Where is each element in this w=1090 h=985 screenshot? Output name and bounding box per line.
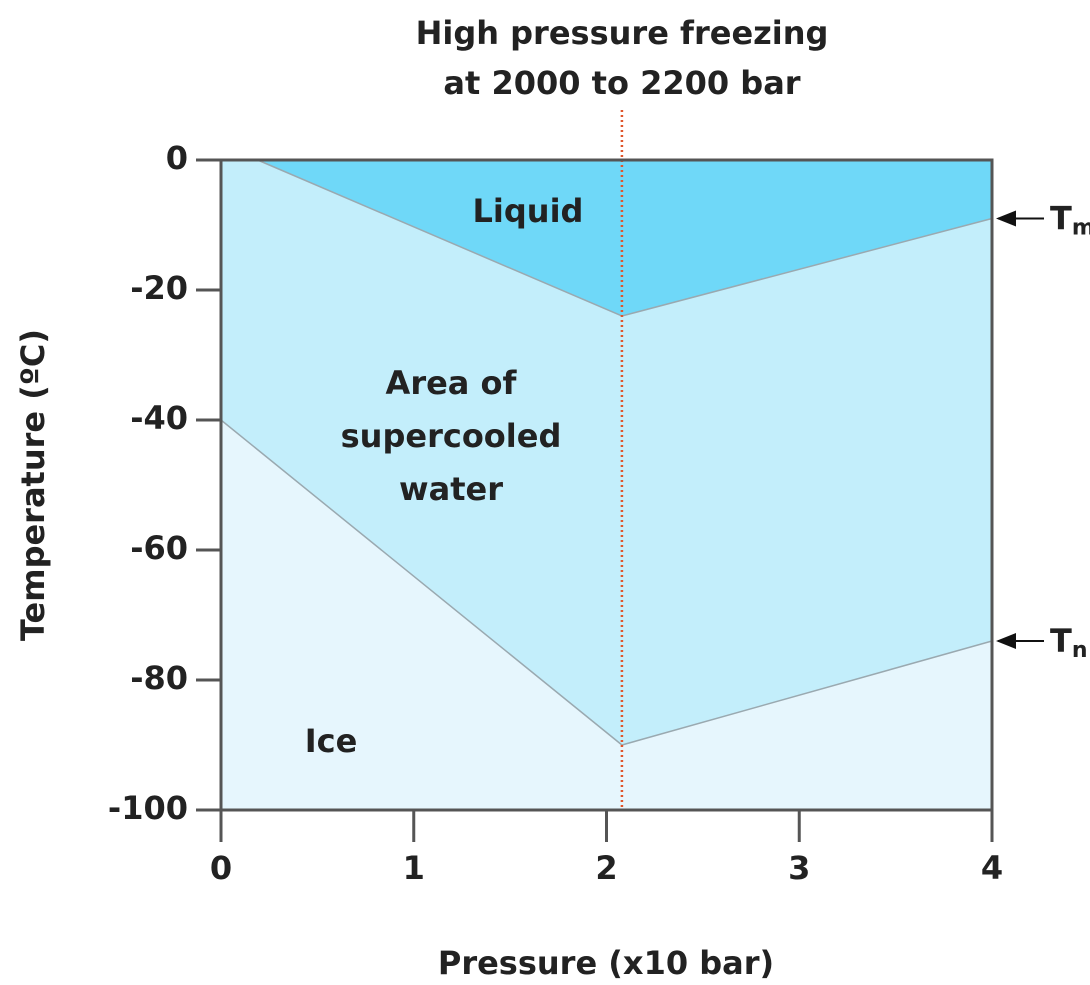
y-tick-label: 0 xyxy=(166,139,188,177)
series-label: Tm xyxy=(1050,200,1090,241)
series-label-main: T xyxy=(1050,622,1072,660)
y-tick-label: -60 xyxy=(130,529,188,567)
region-label: Area of xyxy=(386,364,518,402)
y-tick-label: -20 xyxy=(130,269,188,307)
x-tick-label: 2 xyxy=(595,849,617,887)
x-tick-label: 1 xyxy=(403,849,425,887)
area-fill xyxy=(257,160,992,316)
region-label: Ice xyxy=(305,722,358,760)
region-label: supercooled xyxy=(341,417,562,455)
x-tick-label: 4 xyxy=(981,849,1003,887)
y-tick-label: -40 xyxy=(130,399,188,437)
y-tick-label: -100 xyxy=(108,789,188,827)
x-axis-label: Pressure (x10 bar) xyxy=(438,944,774,982)
series-label-main: T xyxy=(1050,200,1072,238)
series-label-sub: n xyxy=(1072,638,1088,663)
region-label: Liquid xyxy=(473,192,584,230)
series-label: Tn xyxy=(1050,622,1088,663)
area-fill xyxy=(221,160,992,745)
x-tick-label: 3 xyxy=(788,849,810,887)
chart-title: High pressure freezing xyxy=(416,14,829,52)
chart-title: at 2000 to 2200 bar xyxy=(443,64,800,102)
series-label-sub: m xyxy=(1072,216,1090,241)
y-tick-label: -80 xyxy=(130,659,188,697)
region-label: water xyxy=(399,470,503,508)
x-tick-label: 0 xyxy=(210,849,232,887)
y-axis-label: Temperature (ºC) xyxy=(14,329,52,641)
